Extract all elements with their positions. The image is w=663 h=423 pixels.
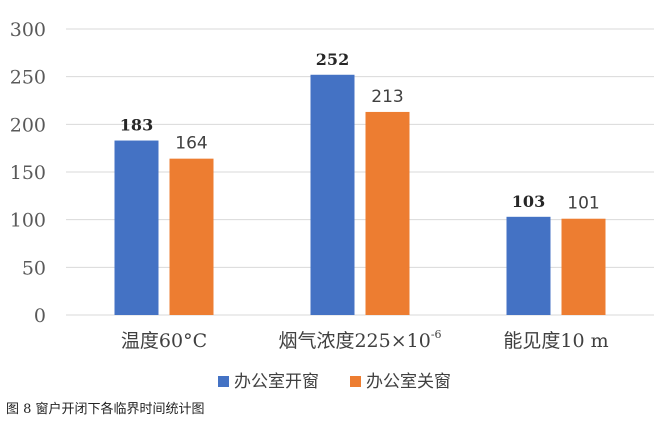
bar-series1-cat1 [114,140,159,315]
legend-swatch [350,376,361,387]
x-tick-label-superscript: -6 [431,328,442,341]
data-label-series1-cat1: 183 [120,116,153,135]
y-tick-label: 0 [34,305,46,327]
data-label-series1-cat3: 103 [512,192,545,211]
x-tick-label-text: 烟气浓度225×10 [278,330,430,352]
y-tick-label: 100 [10,210,46,232]
legend-swatch [218,376,229,387]
x-tick-label-text: 温度60°C [121,330,207,352]
data-label-series2-cat2: 213 [371,87,403,107]
bar-series1-cat3 [506,216,551,315]
x-tick-label: 温度60°C [121,330,207,352]
legend: 办公室开窗 办公室关窗 [218,372,451,392]
y-tick-label: 50 [22,257,46,279]
bar-series1-cat2 [310,74,355,315]
x-tick-label: 烟气浓度225×10-6 [278,328,441,352]
data-label-series2-cat3: 101 [567,194,599,214]
y-tick-label: 300 [10,19,46,41]
y-axis-tick-labels: 0 50 100 150 200 250 300 [10,19,46,327]
bar-series2-cat1 [169,158,214,315]
bar-chart: 0 50 100 150 200 250 300 183 252 103 164 213 101 温度… [10,19,654,392]
x-axis-tick-labels: 温度60°C 烟气浓度225×10-6 能见度10 m [121,328,609,352]
bars [114,74,606,315]
bar-series2-cat3 [561,218,606,315]
data-label-series1-cat2: 252 [316,50,349,69]
figure-caption: 图 8 窗户开闭下各临界时间统计图 [6,402,205,417]
bar-series2-cat2 [365,111,410,315]
gridlines [66,28,654,316]
y-tick-label: 150 [10,162,46,184]
x-tick-label: 能见度10 m [503,330,608,352]
y-tick-label: 250 [10,67,46,89]
legend-label: 办公室开窗 [234,372,319,392]
x-tick-label-text: 能见度10 m [503,330,608,352]
y-tick-label: 200 [10,114,46,136]
legend-label: 办公室关窗 [366,372,451,392]
data-label-series2-cat1: 164 [175,134,207,154]
data-labels: 183 252 103 164 213 101 [120,50,600,214]
